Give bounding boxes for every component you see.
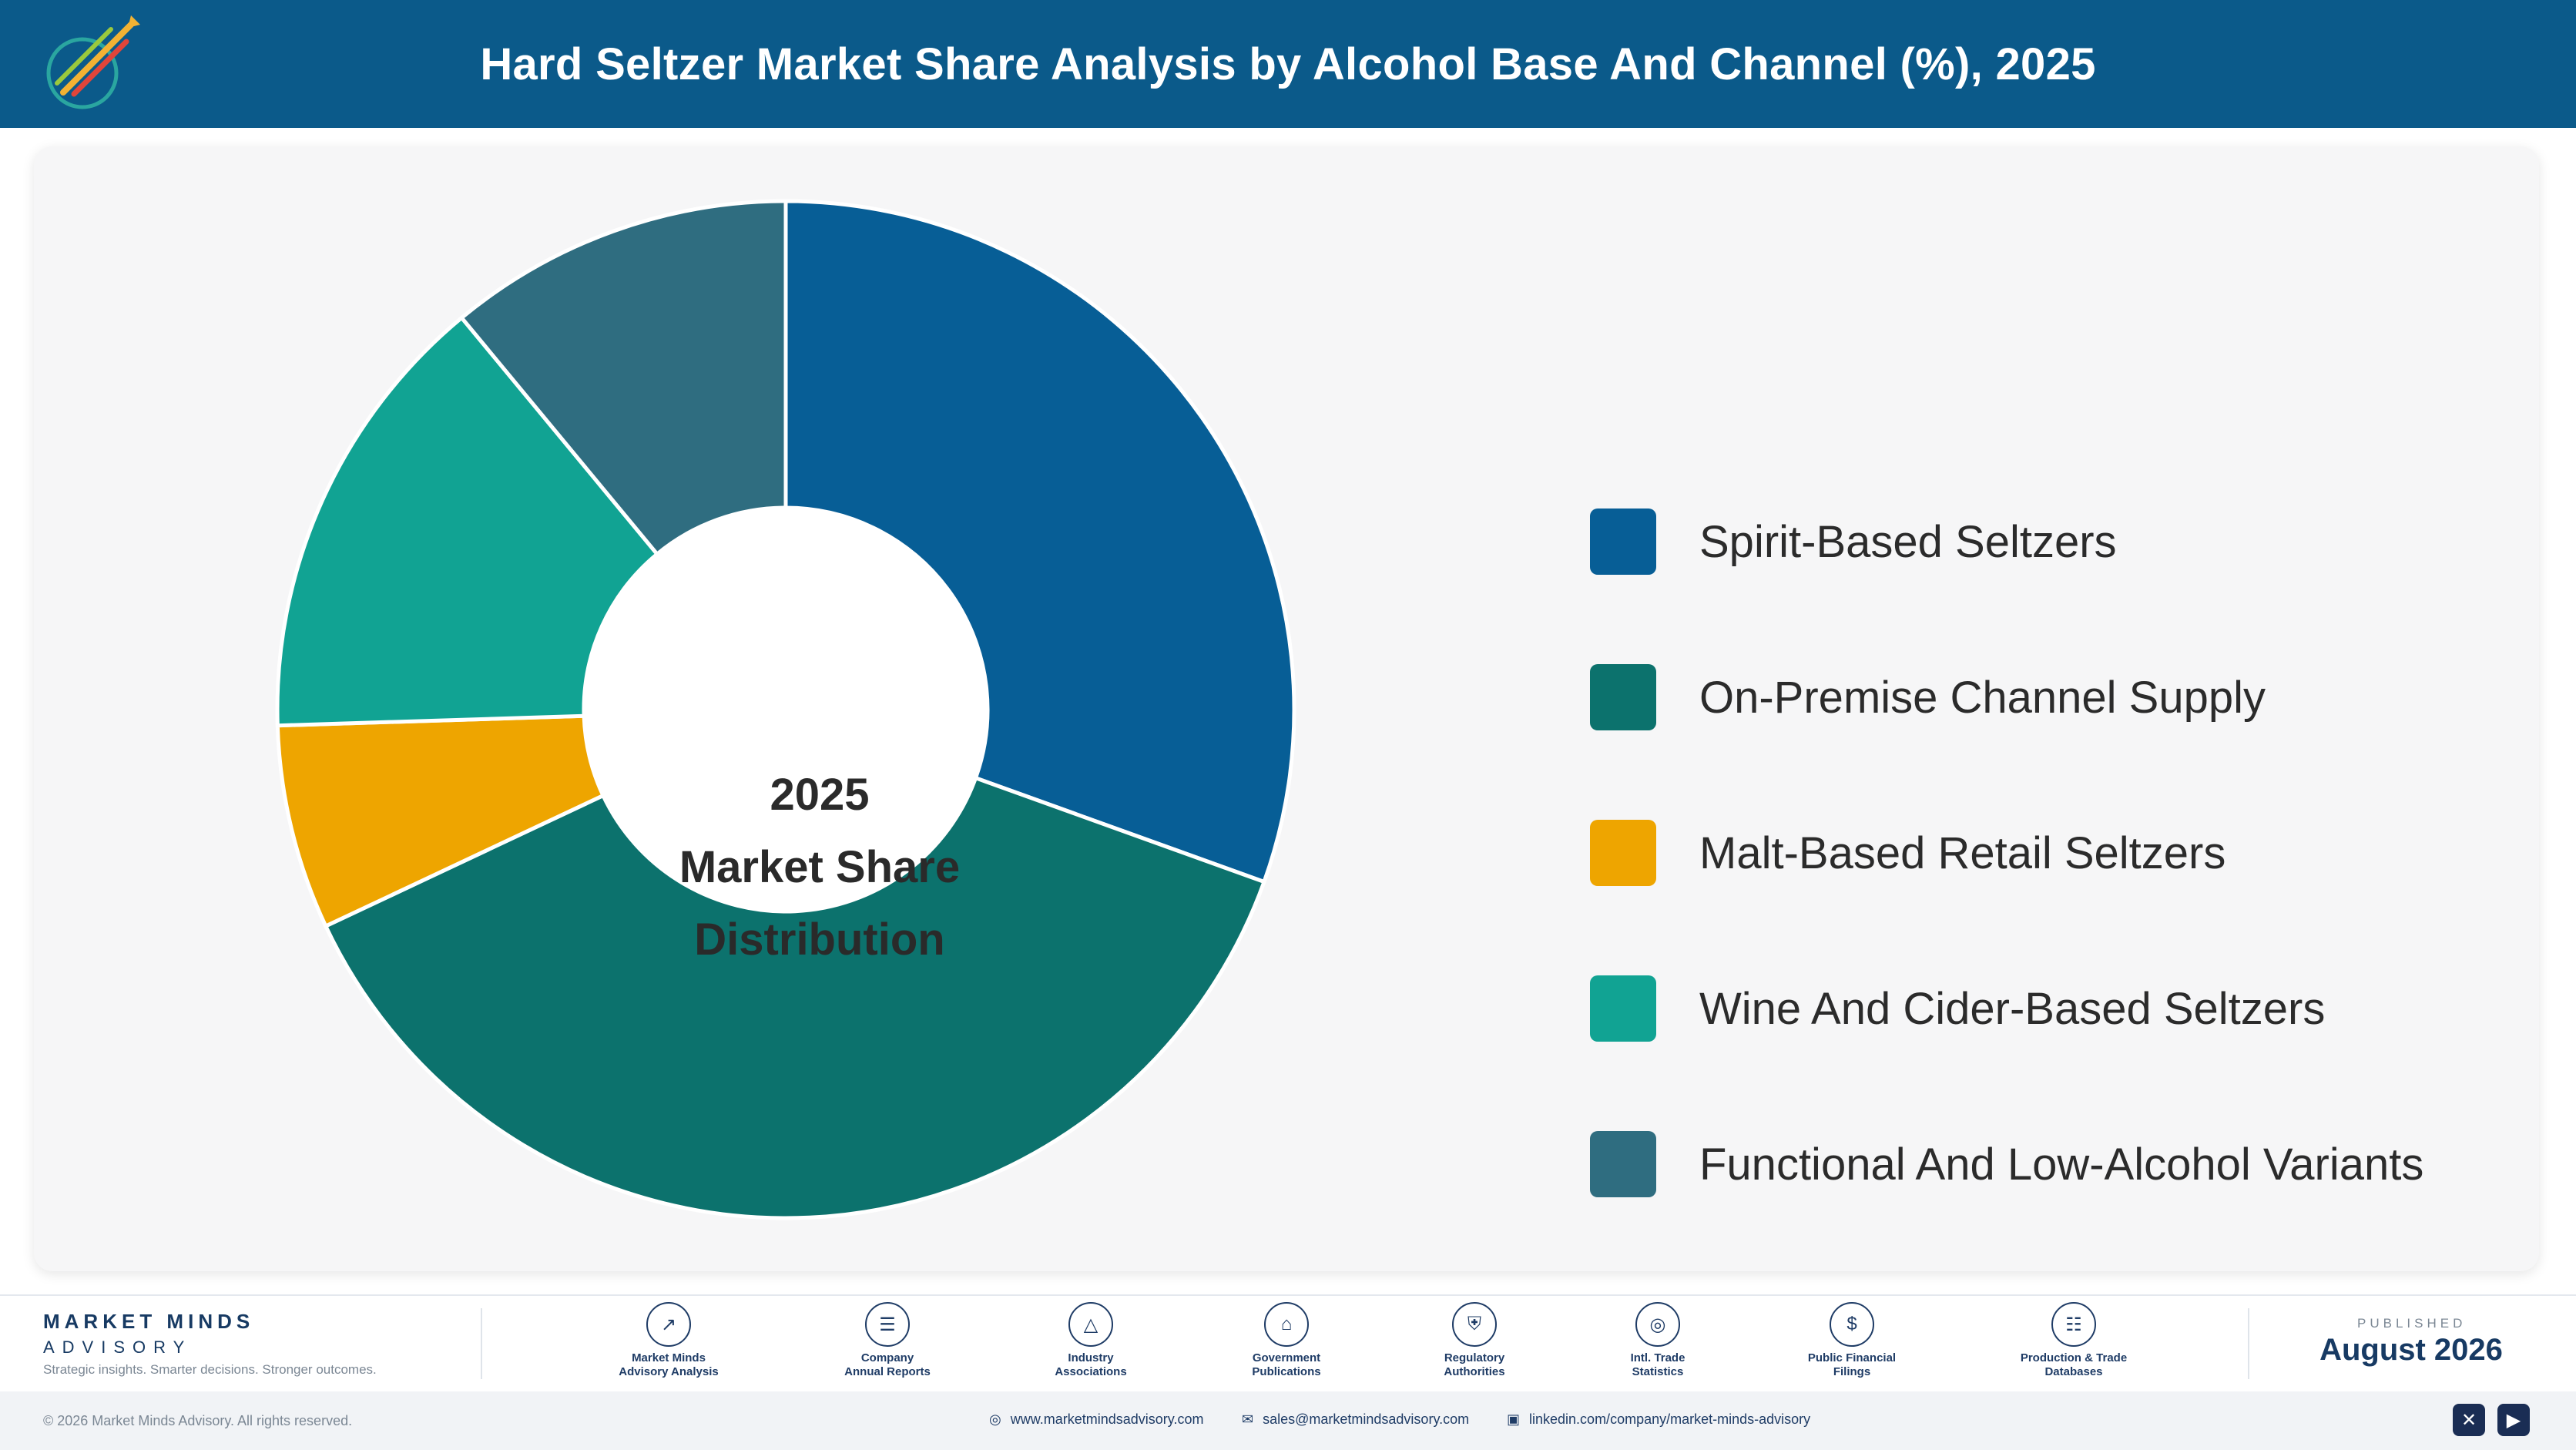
center-label-line-1: 2025 [770,770,870,820]
legend-item: Functional And Low-Alcohol Variants [1590,1131,2423,1197]
brand-name: MARKET MINDS [43,1310,255,1333]
source-label: Intl. Trade Statistics [1630,1351,1685,1378]
legend-label: Spirit-Based Seltzers [1699,516,2117,567]
legend-label: Wine And Cider-Based Seltzers [1699,983,2326,1034]
legend-item: On-Premise Channel Supply [1590,664,2266,730]
bottom-bar [0,1391,2576,1450]
donut-slice [275,713,606,929]
center-label-line-3: Distribution [694,915,945,965]
donut-slice [323,775,1267,1220]
linkedin-link[interactable]: ▣ linkedin.com/company/market-minds-advi… [1507,1411,1810,1428]
footer-divider [2248,1308,2249,1379]
source-label: Industry Associations [1055,1351,1127,1378]
legend-item: Malt-Based Retail Seltzers [1590,820,2225,886]
legend-swatch [1590,664,1656,730]
legend-swatch [1590,820,1656,886]
chart-card: 2025 Market Share Distribution Spirit-Ba… [34,146,2539,1271]
source-item: ☷ Production & Trade Databases [1997,1302,2151,1379]
network-icon: △ [1068,1302,1113,1347]
source-item: △ Industry Associations [1014,1302,1168,1379]
donut-slice [458,199,788,557]
legend-swatch [1590,509,1656,575]
linkedin-text: linkedin.com/company/market-minds-adviso… [1529,1411,1811,1427]
email-text: sales@marketmindsadvisory.com [1263,1411,1470,1427]
document-icon: ☰ [865,1302,910,1347]
legend-label: Functional And Low-Alcohol Variants [1699,1139,2424,1190]
source-item: ⌂ Government Publications [1209,1302,1363,1379]
legend-label: On-Premise Channel Supply [1699,672,2266,723]
x-icon: ✕ [2460,1409,2477,1431]
linkedin-icon: ▣ [1507,1411,1521,1427]
trend-icon: ↗ [646,1302,691,1347]
legend-swatch [1590,975,1656,1042]
source-label: Company Annual Reports [844,1351,931,1378]
source-item: $ Public Financial Filings [1775,1302,1929,1379]
legend-item: Wine And Cider-Based Seltzers [1590,975,2325,1042]
source-label: Production & Trade Databases [2020,1351,2128,1378]
source-label: Public Financial Filings [1807,1351,1897,1378]
legend-swatch [1590,1131,1656,1197]
source-label: Regulatory Authorities [1444,1351,1505,1378]
globe-icon: ◎ [1635,1302,1680,1347]
email-link[interactable]: ✉ sales@marketmindsadvisory.com [1242,1411,1469,1428]
published-label: PUBLISHED [2357,1316,2467,1331]
donut-slice [783,199,1296,884]
database-icon: ☷ [2051,1302,2096,1347]
center-label-line-2: Market Share [679,842,961,892]
website-link[interactable]: ◎ www.marketmindsadvisory.com [989,1411,1203,1428]
website-text: www.marketmindsadvisory.com [1010,1411,1204,1427]
footer-divider [481,1308,482,1379]
source-item: ⛨ Regulatory Authorities [1397,1302,1551,1379]
source-item: ◎ Intl. Trade Statistics [1581,1302,1735,1379]
building-icon: ⌂ [1264,1302,1309,1347]
source-item: ☰ Company Annual Reports [810,1302,964,1379]
legend-label: Malt-Based Retail Seltzers [1699,827,2226,878]
page-title: Hard Seltzer Market Share Analysis by Al… [480,39,2096,89]
copyright-text: © 2026 Market Minds Advisory. All rights… [43,1413,353,1428]
legend-item: Spirit-Based Seltzers [1590,509,2117,575]
x-social-button[interactable]: ✕ [2453,1404,2485,1436]
company-logo [46,15,140,109]
source-label: Government Publications [1252,1351,1321,1378]
brand-subtitle: ADVISORY [43,1338,193,1357]
mail-icon: ✉ [1242,1411,1254,1427]
source-item: ↗ Market Minds Advisory Analysis [592,1302,746,1379]
brand-tagline: Strategic insights. Smarter decisions. S… [43,1362,377,1377]
donut-slice [275,314,660,728]
donut-center-label: 2025 Market Share Distribution [635,759,1005,976]
globe-icon: ◎ [989,1411,1001,1427]
youtube-social-button[interactable]: ▶ [2497,1404,2530,1436]
youtube-icon: ▶ [2506,1409,2521,1431]
dollar-icon: $ [1830,1302,1874,1347]
published-date: August 2026 [2319,1333,2503,1367]
header-bar: Hard Seltzer Market Share Analysis by Al… [0,0,2576,128]
donut-hole [585,509,986,910]
donut-chart [275,199,1296,1220]
source-label: Market Minds Advisory Analysis [619,1351,719,1378]
shield-icon: ⛨ [1452,1302,1497,1347]
